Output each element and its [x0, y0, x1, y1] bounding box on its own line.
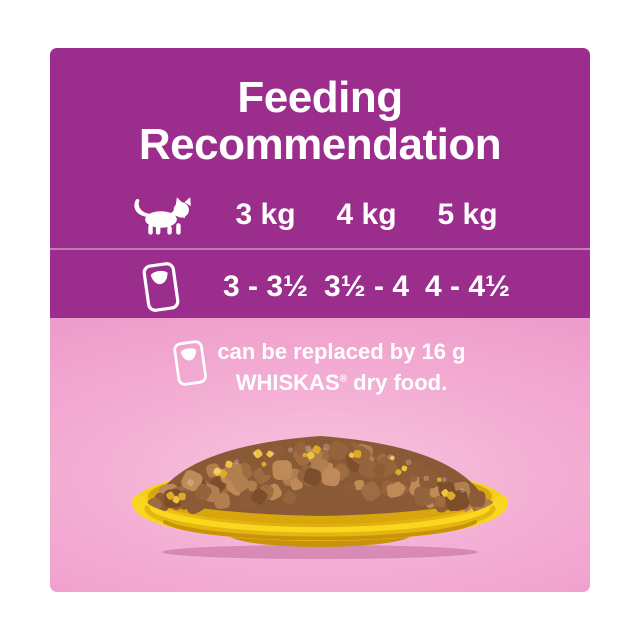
- replacement-note-text: can be replaced by 16 g WHISKAS® dry foo…: [217, 336, 465, 398]
- note-line-1: can be replaced by 16 g: [217, 339, 466, 364]
- portion-4kg: 3½ - 4: [323, 270, 410, 303]
- pouch-portion-row: 3 - 3½ 3½ - 4 4 - 4½: [50, 256, 590, 318]
- food-plate-photo: [125, 428, 515, 562]
- registered-trademark-symbol: ®: [339, 373, 347, 385]
- cat-silhouette-icon: [50, 194, 215, 236]
- portion-3kg: 3 - 3½: [222, 270, 309, 303]
- page-title: Feeding Recommendation: [50, 74, 590, 168]
- table-divider-line: [50, 248, 590, 250]
- weight-header-5kg: 5 kg: [437, 198, 498, 231]
- weight-header-3kg: 3 kg: [235, 198, 296, 231]
- food-pouch-icon: [50, 261, 215, 313]
- brand-name: WHISKAS: [235, 370, 340, 395]
- title-line-1: Feeding: [237, 73, 403, 122]
- food-pouch-icon: [171, 337, 211, 394]
- plate-shadow: [162, 545, 478, 559]
- note-line-2: WHISKAS® dry food.: [217, 367, 465, 398]
- weight-header-row: 3 kg 4 kg 5 kg: [50, 186, 590, 244]
- title-line-2: Recommendation: [138, 120, 502, 169]
- portion-5kg: 4 - 4½: [424, 270, 511, 303]
- weight-header-4kg: 4 kg: [336, 198, 397, 231]
- note-line-2-rest: dry food.: [353, 370, 448, 395]
- feeding-table-section: Feeding Recommendation: [50, 48, 590, 318]
- replacement-note-section: can be replaced by 16 g WHISKAS® dry foo…: [50, 318, 590, 592]
- replacement-note: can be replaced by 16 g WHISKAS® dry foo…: [50, 336, 590, 398]
- feeding-recommendation-panel: Feeding Recommendation: [50, 48, 590, 592]
